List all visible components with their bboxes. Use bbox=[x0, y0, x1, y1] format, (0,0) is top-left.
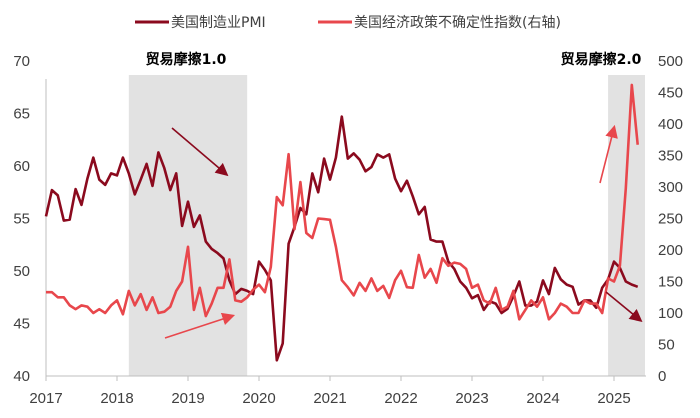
y-right-tick-label: 400 bbox=[658, 116, 683, 133]
y-right-tick-label: 0 bbox=[658, 368, 666, 385]
x-tick-label: 2017 bbox=[29, 390, 62, 407]
epu-line bbox=[46, 83, 639, 321]
y-right-tick-label: 150 bbox=[658, 274, 683, 291]
x-tick-label: 2021 bbox=[313, 390, 346, 407]
x-tick-label: 2018 bbox=[100, 390, 133, 407]
y-right-tick-label: 500 bbox=[658, 53, 683, 70]
x-tick-label: 2023 bbox=[455, 390, 488, 407]
y-left-tick-label: 65 bbox=[13, 106, 30, 123]
shaded-period bbox=[608, 75, 645, 376]
trend-arrow bbox=[164, 312, 236, 339]
y-right-tick-label: 250 bbox=[658, 211, 683, 228]
trend-arrow bbox=[605, 291, 643, 323]
y-right-tick-label: 350 bbox=[658, 148, 683, 165]
y-left-tick-label: 60 bbox=[13, 158, 30, 175]
x-tick-label: 2020 bbox=[242, 390, 275, 407]
shaded-period bbox=[128, 75, 248, 376]
y-left-tick-label: 55 bbox=[13, 211, 30, 228]
y-left-tick-label: 50 bbox=[13, 263, 30, 280]
y-right-tick-label: 450 bbox=[658, 85, 683, 102]
annotation-trade-friction-2: 贸易摩擦2.0 bbox=[561, 51, 642, 68]
x-tick-label: 2025 bbox=[597, 390, 630, 407]
y-left-tick-label: 40 bbox=[13, 368, 30, 385]
trend-arrow bbox=[599, 124, 618, 184]
annotation-trade-friction-1: 贸易摩擦1.0 bbox=[146, 51, 227, 68]
y-right-tick-label: 300 bbox=[658, 179, 683, 196]
y-left-tick-label: 45 bbox=[13, 316, 30, 333]
x-tick-label: 2024 bbox=[526, 390, 559, 407]
y-right-tick-label: 50 bbox=[658, 337, 675, 354]
trend-arrow bbox=[171, 127, 229, 177]
x-tick-label: 2022 bbox=[384, 390, 417, 407]
pmi-line bbox=[44, 115, 639, 362]
y-right-tick-label: 200 bbox=[658, 242, 683, 259]
y-left-tick-label: 70 bbox=[13, 53, 30, 70]
y-right-tick-label: 100 bbox=[658, 305, 683, 322]
legend-label: 美国经济政策不确定性指数(右轴) bbox=[354, 14, 561, 31]
x-tick-label: 2019 bbox=[171, 390, 204, 407]
legend-label: 美国制造业PMI bbox=[171, 15, 266, 31]
